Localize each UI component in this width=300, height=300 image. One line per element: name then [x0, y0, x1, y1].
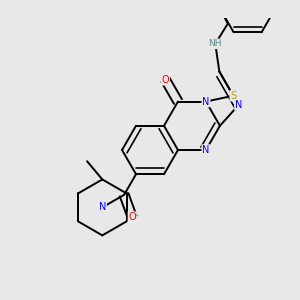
Text: N: N — [99, 202, 106, 212]
Text: N: N — [202, 97, 210, 106]
Text: O: O — [162, 75, 169, 85]
Text: N: N — [202, 145, 210, 155]
Text: N: N — [235, 100, 242, 110]
Text: S: S — [230, 91, 236, 101]
Text: O: O — [128, 212, 136, 222]
Text: NH: NH — [208, 39, 222, 48]
